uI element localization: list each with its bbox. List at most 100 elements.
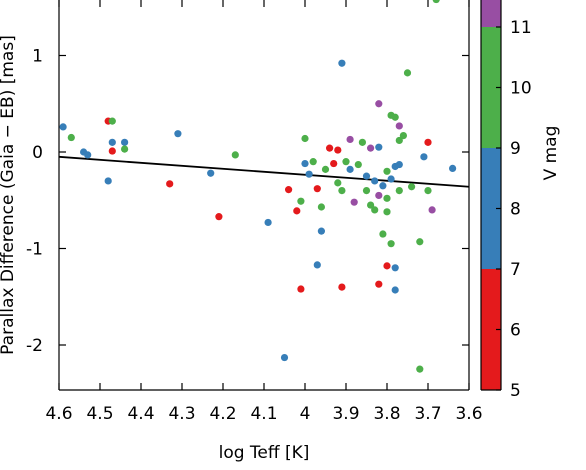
data-point [379, 230, 387, 238]
x-tick-label: 4.2 [209, 404, 236, 424]
colorbar-band [481, 269, 501, 390]
data-point [326, 144, 334, 152]
data-point [354, 160, 362, 169]
data-point [317, 203, 325, 211]
data-point [358, 138, 366, 146]
data-point [297, 197, 305, 205]
colorbar-tick-label: 7 [510, 260, 521, 280]
x-tick-label: 4 [300, 404, 311, 424]
data-point [420, 153, 428, 161]
x-tick-label: 4.3 [168, 404, 195, 424]
data-point [293, 207, 301, 215]
data-point [313, 185, 321, 193]
data-point [391, 286, 399, 294]
y-tick-label: 1 [32, 47, 43, 67]
colorbar-band [481, 27, 501, 148]
data-point [428, 206, 436, 214]
data-point [317, 227, 325, 235]
data-point [108, 117, 116, 125]
data-point [207, 169, 215, 177]
colorbar-tick-label: 6 [510, 321, 521, 341]
data-point [334, 146, 342, 154]
colorbar-tick-label: 8 [510, 200, 521, 220]
x-tick-label: 4.6 [45, 404, 72, 424]
data-point [375, 280, 383, 288]
data-point [416, 365, 424, 373]
data-point [338, 59, 346, 67]
data-point [395, 187, 403, 195]
data-point [166, 180, 174, 188]
data-point [346, 165, 354, 173]
data-point [338, 187, 346, 195]
colorbar-tick-label: 5 [510, 381, 521, 401]
data-point [362, 172, 371, 180]
colorbar-tick-label: 11 [510, 18, 532, 38]
data-point [387, 240, 395, 248]
data-point [395, 136, 403, 145]
data-point [313, 261, 321, 269]
data-point [383, 194, 391, 202]
x-tick-label: 4.5 [86, 404, 113, 424]
data-point [403, 69, 412, 77]
data-point [59, 123, 67, 131]
data-point [362, 187, 371, 195]
data-point [309, 158, 317, 166]
y-axis-label: Parallax Difference (Gaia − EB) [mas] [0, 35, 18, 355]
data-point [334, 179, 342, 187]
data-point [346, 135, 354, 144]
data-point [338, 283, 346, 291]
data-point [383, 167, 391, 175]
data-point [391, 264, 399, 272]
colorbar-band [481, 0, 501, 27]
colorbar-label: V mag [541, 126, 561, 181]
data-point [305, 170, 313, 178]
x-ticks: 4.6 4.5 4.4 4.3 4.2 4.1 4 3.9 3.8 3.7 3.6 [45, 0, 483, 424]
data-point [371, 206, 379, 214]
data-point [399, 131, 407, 140]
data-point [408, 183, 416, 191]
data-point [367, 144, 375, 152]
y-tick-label: 0 [32, 143, 43, 163]
y-ticks: 1 0 -1 -2 [26, 47, 469, 356]
data-point [395, 160, 403, 169]
x-tick-label: 3.9 [332, 404, 359, 424]
data-point [301, 159, 309, 168]
data-point [375, 100, 383, 108]
y-tick-label: -1 [26, 240, 43, 260]
data-point [432, 0, 440, 4]
x-tick-label: 3.8 [373, 404, 400, 424]
data-point [342, 158, 350, 166]
data-point [174, 130, 182, 138]
data-point [280, 353, 289, 362]
data-point [387, 175, 395, 183]
data-point [383, 208, 391, 216]
data-point [424, 138, 432, 146]
data-point [449, 164, 457, 173]
data-point [264, 218, 272, 227]
data-point [297, 285, 305, 293]
data-point [367, 201, 375, 209]
data-point [84, 151, 92, 159]
data-point [375, 191, 383, 200]
colorbar-band [481, 148, 501, 269]
data-point [375, 143, 383, 151]
data-point [391, 113, 399, 121]
colorbar [480, 0, 502, 391]
data-point [67, 133, 75, 142]
data-point [330, 159, 338, 168]
data-point [383, 262, 391, 270]
data-point [104, 177, 112, 185]
x-tick-label: 4.4 [127, 404, 154, 424]
data-point [379, 182, 387, 190]
trend-line [59, 155, 469, 188]
data-point [416, 238, 424, 246]
y-tick-label: -2 [26, 336, 43, 356]
colorbar-ticks: 5 6 7 8 9 10 11 [496, 18, 532, 401]
x-tick-label: 4.1 [250, 404, 277, 424]
points-layer [59, 0, 469, 373]
data-point [424, 187, 432, 195]
x-tick-label: 3.6 [455, 404, 482, 424]
data-point [321, 165, 330, 173]
x-axis-label: log Teff [K] [219, 443, 310, 463]
